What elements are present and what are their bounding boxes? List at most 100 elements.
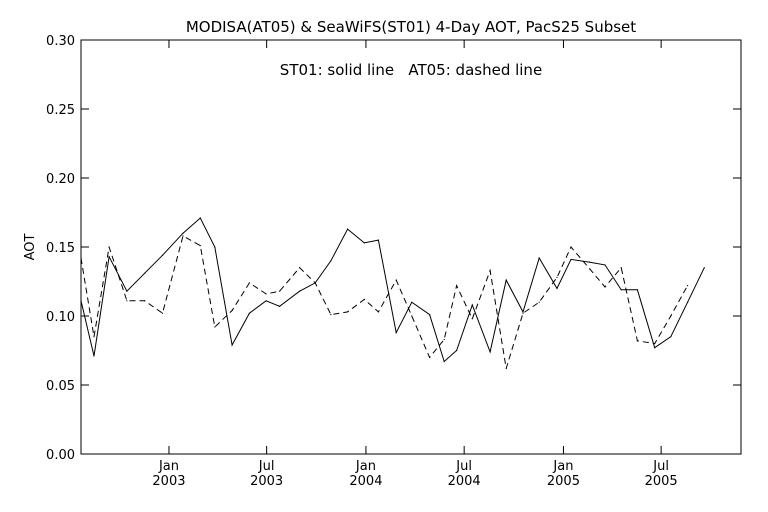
y-axis-ticks: 0.00 0.05 0.10 0.15 0.20 0.25 0.30 xyxy=(46,34,741,463)
data-point-st01 xyxy=(214,246,216,248)
data-point-st01 xyxy=(411,301,413,303)
data-point-st01 xyxy=(443,360,445,363)
chart-title: MODISA(AT05) & SeaWiFS(ST01) 4-Day AOT, … xyxy=(186,18,636,36)
y-tick-label: 0.05 xyxy=(46,379,75,394)
data-point-at05 xyxy=(604,286,606,288)
data-point-st01 xyxy=(298,290,301,292)
data-point-st01 xyxy=(456,349,458,352)
data-point-st01 xyxy=(278,305,281,307)
x-tick-month-label: Jan xyxy=(158,459,179,474)
data-point-st01 xyxy=(126,290,128,292)
data-point-at05 xyxy=(330,314,332,316)
x-tick-month-label: Jul xyxy=(652,459,669,474)
data-point-st01 xyxy=(522,311,524,313)
data-point-st01 xyxy=(144,272,146,274)
x-tick-year-label: 2005 xyxy=(645,474,678,489)
series-line-st01 xyxy=(80,217,705,363)
y-tick-label: 0.00 xyxy=(46,448,75,463)
data-point-st01 xyxy=(108,256,110,258)
data-point-st01 xyxy=(182,232,184,234)
data-point-st01 xyxy=(93,355,95,357)
data-point-st01 xyxy=(471,304,473,306)
data-point-at05 xyxy=(248,282,250,284)
data-point-at05 xyxy=(686,285,689,287)
data-point-at05 xyxy=(265,293,267,295)
data-point-st01 xyxy=(703,267,705,269)
data-point-st01 xyxy=(161,254,164,256)
data-point-st01 xyxy=(636,289,638,291)
data-point-st01 xyxy=(248,312,250,314)
data-point-at05 xyxy=(570,246,572,248)
data-point-at05 xyxy=(231,309,233,312)
data-point-at05 xyxy=(363,298,365,301)
data-point-at05 xyxy=(556,276,558,278)
data-point-at05 xyxy=(456,285,458,287)
data-point-at05 xyxy=(522,312,524,314)
data-point-at05 xyxy=(411,315,413,317)
data-point-at05 xyxy=(93,336,95,338)
data-point-at05 xyxy=(654,343,656,345)
data-point-at05 xyxy=(670,315,672,317)
data-point-at05 xyxy=(538,301,540,303)
data-point-at05 xyxy=(161,312,164,314)
data-point-at05 xyxy=(108,246,110,248)
data-point-st01 xyxy=(429,314,431,316)
data-point-at05 xyxy=(377,311,379,313)
x-tick-month-label: Jan xyxy=(552,459,573,474)
data-point-at05 xyxy=(589,268,591,270)
data-point-at05 xyxy=(489,269,491,272)
data-point-at05 xyxy=(620,267,622,269)
x-tick-year-label: 2003 xyxy=(250,474,283,489)
series-layer xyxy=(80,217,705,370)
data-point-st01 xyxy=(80,300,82,302)
data-point-at05 xyxy=(314,282,316,284)
data-point-st01 xyxy=(231,344,233,346)
data-point-st01 xyxy=(604,264,606,266)
y-tick-label: 0.15 xyxy=(46,241,75,256)
data-point-at05 xyxy=(471,318,473,320)
data-point-at05 xyxy=(80,257,82,259)
data-point-st01 xyxy=(330,260,332,262)
x-tick-year-label: 2004 xyxy=(448,474,481,489)
series-style-annotation: ST01: solid line AT05: dashed line xyxy=(280,61,542,79)
data-point-at05 xyxy=(126,300,128,302)
data-point-at05 xyxy=(144,300,146,302)
data-point-st01 xyxy=(570,258,572,261)
data-point-st01 xyxy=(363,242,365,244)
y-axis-label: AOT xyxy=(23,234,38,261)
y-tick-label: 0.20 xyxy=(46,172,75,187)
data-point-at05 xyxy=(182,235,184,237)
data-point-st01 xyxy=(670,336,672,338)
data-point-st01 xyxy=(489,351,491,353)
data-point-st01 xyxy=(395,331,397,334)
data-point-at05 xyxy=(443,338,445,341)
x-tick-month-label: Jul xyxy=(455,459,472,474)
y-tick-label: 0.10 xyxy=(46,310,75,325)
data-point-st01 xyxy=(505,279,507,281)
data-point-at05 xyxy=(298,267,301,269)
data-point-st01 xyxy=(265,300,267,302)
x-tick-year-label: 2003 xyxy=(152,474,185,489)
x-tick-year-label: 2004 xyxy=(349,474,382,489)
data-point-st01 xyxy=(620,289,622,291)
data-point-st01 xyxy=(199,217,201,219)
x-tick-month-label: Jan xyxy=(355,459,376,474)
data-point-at05 xyxy=(429,356,431,358)
data-point-at05 xyxy=(199,245,201,247)
data-point-st01 xyxy=(589,261,591,263)
data-point-at05 xyxy=(395,279,397,281)
data-point-at05 xyxy=(278,290,281,292)
data-point-st01 xyxy=(346,228,349,230)
data-point-st01 xyxy=(686,301,689,303)
data-point-st01 xyxy=(538,257,540,259)
data-point-at05 xyxy=(214,326,216,328)
data-point-at05 xyxy=(346,311,349,313)
x-axis-ticks: Jan2003Jul2003Jan2004Jul2004Jan2005Jul20… xyxy=(152,40,678,489)
y-tick-label: 0.25 xyxy=(46,103,75,118)
series-line-at05 xyxy=(80,235,689,369)
x-tick-month-label: Jul xyxy=(258,459,275,474)
data-point-st01 xyxy=(377,239,379,241)
data-point-st01 xyxy=(556,287,558,289)
data-point-at05 xyxy=(505,367,507,370)
